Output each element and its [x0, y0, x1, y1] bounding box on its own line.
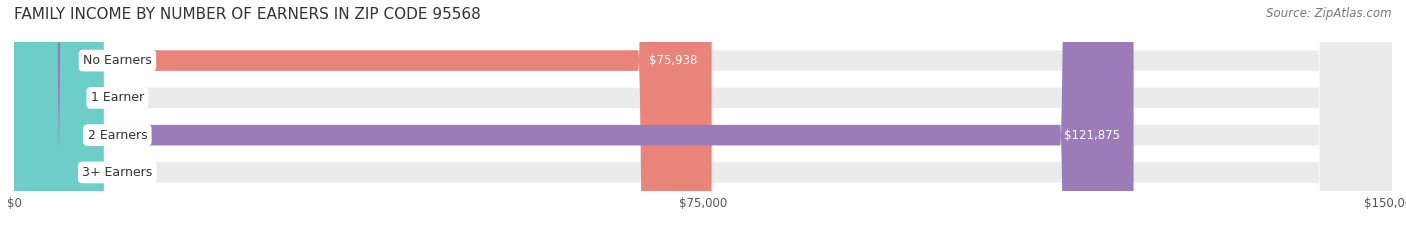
Text: $75,938: $75,938 — [650, 54, 697, 67]
FancyBboxPatch shape — [14, 0, 104, 233]
Text: No Earners: No Earners — [83, 54, 152, 67]
FancyBboxPatch shape — [14, 0, 1133, 233]
Text: 3+ Earners: 3+ Earners — [83, 166, 152, 179]
Text: $0: $0 — [118, 91, 132, 104]
FancyBboxPatch shape — [14, 0, 1392, 233]
FancyBboxPatch shape — [14, 0, 1392, 233]
Text: $121,875: $121,875 — [1064, 129, 1119, 142]
Text: 2 Earners: 2 Earners — [87, 129, 148, 142]
FancyBboxPatch shape — [14, 0, 1392, 233]
FancyBboxPatch shape — [14, 0, 104, 233]
Text: Source: ZipAtlas.com: Source: ZipAtlas.com — [1267, 7, 1392, 20]
Text: $0: $0 — [118, 166, 132, 179]
Text: FAMILY INCOME BY NUMBER OF EARNERS IN ZIP CODE 95568: FAMILY INCOME BY NUMBER OF EARNERS IN ZI… — [14, 7, 481, 22]
FancyBboxPatch shape — [14, 0, 711, 233]
Text: 1 Earner: 1 Earner — [91, 91, 143, 104]
FancyBboxPatch shape — [14, 0, 1392, 233]
